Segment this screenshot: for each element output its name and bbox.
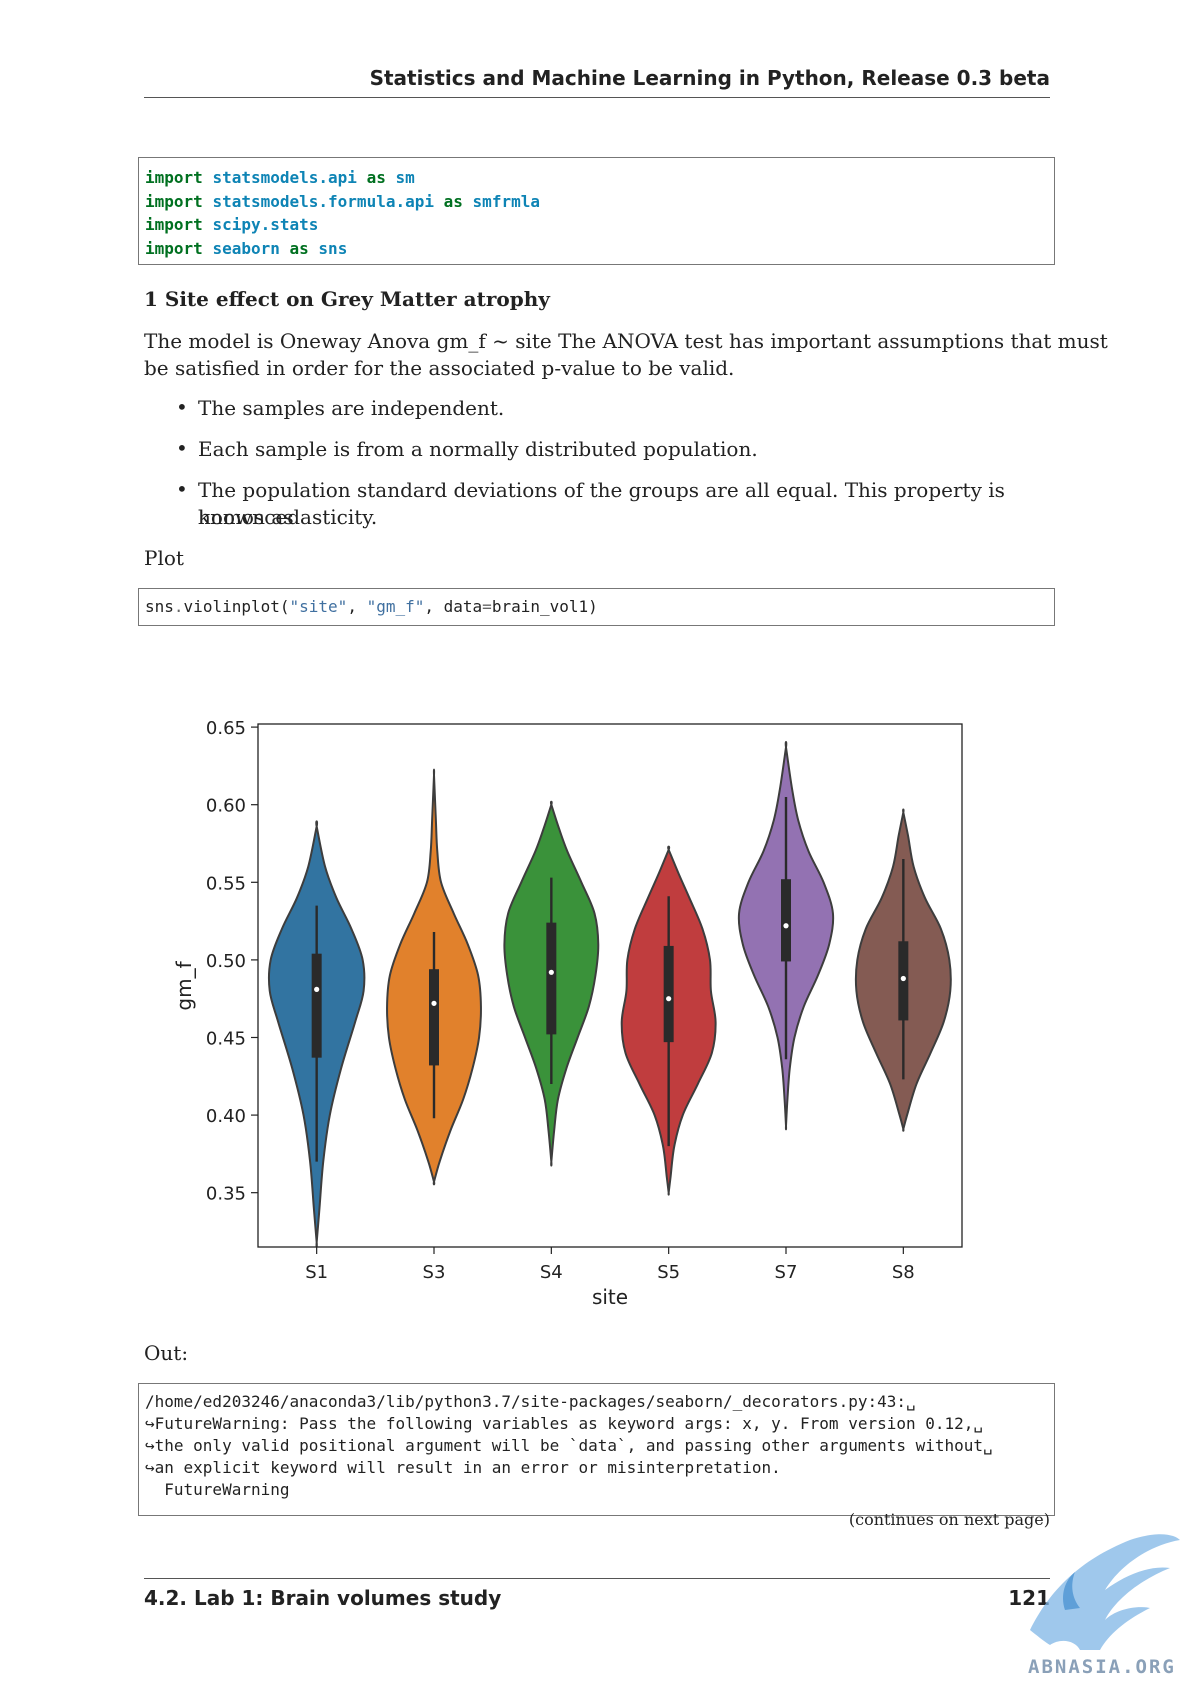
y-tick-label: 0.65 [206,718,246,739]
median-point-s4 [548,969,554,975]
page-number: 121 [1008,1586,1050,1610]
x-tick-label: S5 [657,1262,680,1283]
running-header: Statistics and Machine Learning in Pytho… [369,66,1050,90]
iqr-box-s7 [781,879,791,962]
bullet-2: Each sample is from a normally distribut… [198,437,758,461]
x-tick-label: S3 [423,1262,446,1283]
bullet-dot: • [176,477,188,501]
iqr-box-s3 [429,969,439,1066]
x-tick-label: S8 [892,1262,915,1283]
section-title: 1 Site effect on Grey Matter atrophy [144,287,550,311]
out-label: Out: [144,1341,189,1365]
iqr-box-s1 [311,953,322,1058]
median-point-s3 [431,1000,437,1006]
output-line: ↪FutureWarning: Pass the following varia… [145,1414,984,1433]
y-axis-label: gm_f [172,960,196,1010]
import-line: import scipy.stats [145,215,319,234]
y-tick-label: 0.50 [206,951,246,972]
bullet-dot: • [176,436,188,460]
x-axis-label: site [592,1285,628,1309]
x-tick-label: S1 [305,1262,328,1283]
intro-line-2: be satisfied in order for the associated… [144,356,735,380]
plot-label: Plot [144,546,184,570]
y-tick-label: 0.60 [206,796,246,817]
griffin-logo-icon [1030,1534,1180,1650]
x-tick-label: S4 [540,1262,563,1283]
output-line: ↪an explicit keyword will result in an e… [145,1458,781,1477]
output-line: ↪the only valid positional argument will… [145,1436,993,1455]
output-line: /home/ed203246/anaconda3/lib/python3.7/s… [145,1392,916,1411]
footer-section: 4.2. Lab 1: Brain volumes study [144,1586,502,1610]
y-tick-label: 0.40 [206,1106,246,1127]
watermark: ABNASIA.ORG [1010,1510,1190,1684]
median-point-s8 [900,975,906,982]
y-tick-label: 0.45 [206,1028,246,1049]
median-point-s5 [666,996,672,1002]
intro-line-1: The model is Oneway Anova gm_f ~ site Th… [144,329,1108,353]
output-block: /home/ed203246/anaconda3/lib/python3.7/s… [138,1383,1055,1516]
import-line: import seaborn as sns [145,238,348,258]
iqr-box-s4 [546,922,557,1035]
violin-chart: 0.65 0.60 0.55 0.50 0.45 0.40 0.35 S1 S3 S4 S5 S7 S… [172,718,963,1309]
median-point-s7 [783,923,789,929]
bullet-dot: • [176,395,188,419]
plot-code-line: sns.violinplot("site", "gm_f", data=brai… [145,597,598,616]
import-line: import statsmodels.api as sm [145,168,415,187]
median-point-s1 [314,986,320,992]
x-tick-label: S7 [775,1262,798,1283]
import-code-block: import statsmodels.api as sm import stats… [138,157,1055,265]
bullet-1: The samples are independent. [198,396,505,420]
footer-rule [144,1578,1050,1579]
output-line: FutureWarning [145,1480,290,1499]
y-tick-label: 0.35 [206,1184,246,1205]
y-tick-label: 0.55 [206,873,246,894]
iqr-box-s5 [663,945,674,1043]
header-rule [144,97,1050,98]
plot-frame [257,723,963,1248]
import-line: import statsmodels.formula.api as smfrml… [145,191,540,211]
watermark-text: ABNASIA.ORG [1028,1656,1176,1678]
continues-note: (continues on next page) [848,1510,1050,1529]
bullet-3-line-1: The population standard deviations of th… [198,478,1005,529]
bullet-3-line-2: homoscedasticity. [198,505,378,529]
plot-code-block: sns.violinplot("site", "gm_f", data=brai… [138,588,1055,626]
